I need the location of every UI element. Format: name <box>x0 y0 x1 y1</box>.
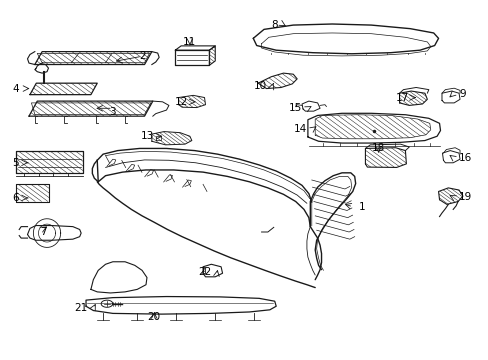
Text: 13: 13 <box>141 131 154 141</box>
Text: 19: 19 <box>458 192 471 202</box>
Text: 20: 20 <box>147 312 161 322</box>
Text: 18: 18 <box>371 143 385 153</box>
Text: 16: 16 <box>458 153 471 163</box>
Text: 22: 22 <box>198 267 211 277</box>
Text: 14: 14 <box>293 124 306 134</box>
Text: 4: 4 <box>13 84 19 94</box>
Text: 3: 3 <box>109 107 116 117</box>
Text: 9: 9 <box>458 89 465 99</box>
Text: 12: 12 <box>175 97 188 107</box>
Text: 15: 15 <box>288 103 302 113</box>
Text: 1: 1 <box>358 202 365 212</box>
Text: 17: 17 <box>395 93 408 103</box>
Text: 7: 7 <box>40 227 47 237</box>
Text: 6: 6 <box>13 193 19 203</box>
Text: 8: 8 <box>270 20 277 30</box>
Text: 10: 10 <box>253 81 266 91</box>
Text: 5: 5 <box>13 158 19 168</box>
Text: 21: 21 <box>74 303 87 314</box>
Text: 11: 11 <box>183 37 196 47</box>
Text: 2: 2 <box>139 51 145 61</box>
